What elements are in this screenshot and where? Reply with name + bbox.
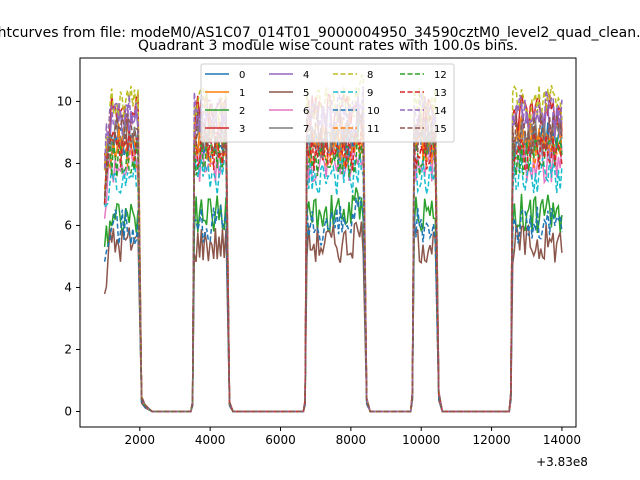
x-offset-label: +3.83e8 [536,455,588,469]
legend-label: 2 [239,106,245,117]
x-tick-label: 12000 [472,433,510,447]
y-tick-label: 6 [64,218,72,232]
x-tick-label: 14000 [543,433,581,447]
series-line-6 [103,143,563,413]
axes-frame [79,57,577,428]
legend-label: 14 [434,106,447,117]
y-tick-label: 4 [64,280,72,294]
legend-label: 5 [303,88,309,99]
series-line-12 [103,129,563,413]
series-line-0 [103,115,563,413]
x-tick-label: 6000 [265,433,296,447]
legend-label: 0 [239,70,245,81]
y-tick-label: 2 [64,342,72,356]
x-tick-label: 10000 [402,433,440,447]
legend-label: 9 [367,88,373,99]
legend-label: 15 [434,124,447,135]
legend-label: 10 [367,106,380,117]
figure-suptitle: Lightcurves from file: modeM0/AS1C07_014… [0,25,640,41]
legend-label: 3 [239,124,245,135]
chart-title: Quadrant 3 module wise count rates with … [138,38,518,54]
x-tick-label: 4000 [195,433,226,447]
axis-ticks: 2000 4000 6000 8000 10000 12000 14000 0 2 4 6 8 10 [57,94,581,447]
legend-label: 7 [303,124,309,135]
legend-label: 11 [367,124,380,135]
x-tick-label: 2000 [125,433,156,447]
series-line-9 [104,151,563,413]
legend-label: 12 [434,70,447,81]
series-line-5 [103,221,563,413]
legend-box [200,63,455,143]
y-tick-label: 10 [57,94,72,108]
legend-label: 6 [303,106,309,117]
y-tick-label: 8 [64,156,72,170]
x-tick-label: 8000 [336,433,367,447]
legend-label: 8 [367,70,373,81]
y-tick-label: 0 [64,404,72,418]
legend-label: 13 [434,88,447,99]
series-line-11 [103,121,563,413]
legend-label: 1 [239,88,245,99]
legend-label: 4 [303,70,309,81]
